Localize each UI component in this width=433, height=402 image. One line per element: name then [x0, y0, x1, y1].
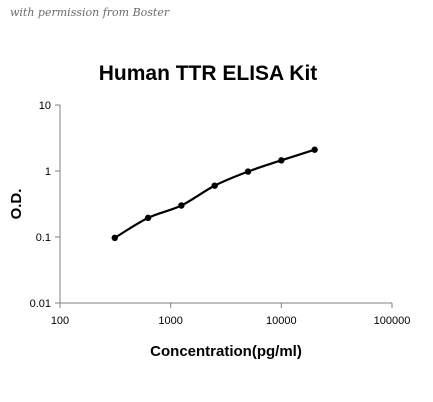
- y-tick-label: 10: [39, 100, 51, 112]
- y-axis-ticks: 0.01 0.1 1 10: [30, 100, 60, 310]
- x-tick-label: 100000: [374, 315, 411, 327]
- x-tick-label: 100: [51, 315, 69, 327]
- chart-title: Human TTR ELISA Kit: [99, 62, 318, 85]
- standard-curve: [114, 148, 315, 239]
- data-point: [211, 182, 218, 189]
- y-axis-label: O.D.: [8, 189, 25, 220]
- x-tick-label: 1000: [158, 315, 182, 327]
- data-point: [311, 146, 318, 153]
- data-point: [278, 157, 285, 164]
- data-point: [244, 168, 252, 175]
- data-point: [111, 234, 118, 242]
- y-tick-label: 0.1: [36, 232, 51, 244]
- y-tick-label: 0.01: [30, 298, 51, 310]
- axes: [59, 105, 392, 304]
- x-tick-label: 10000: [266, 315, 297, 327]
- data-point: [178, 202, 185, 209]
- x-axis-ticks: 100 1000 10000 100000: [51, 303, 411, 327]
- watermark-text: with permission from Boster: [10, 6, 170, 19]
- data-points: [111, 146, 318, 242]
- fit-curve-line: [114, 148, 315, 239]
- data-point: [144, 214, 152, 222]
- x-axis-label: Concentration(pg/ml): [150, 343, 302, 360]
- y-tick-label: 1: [45, 166, 51, 178]
